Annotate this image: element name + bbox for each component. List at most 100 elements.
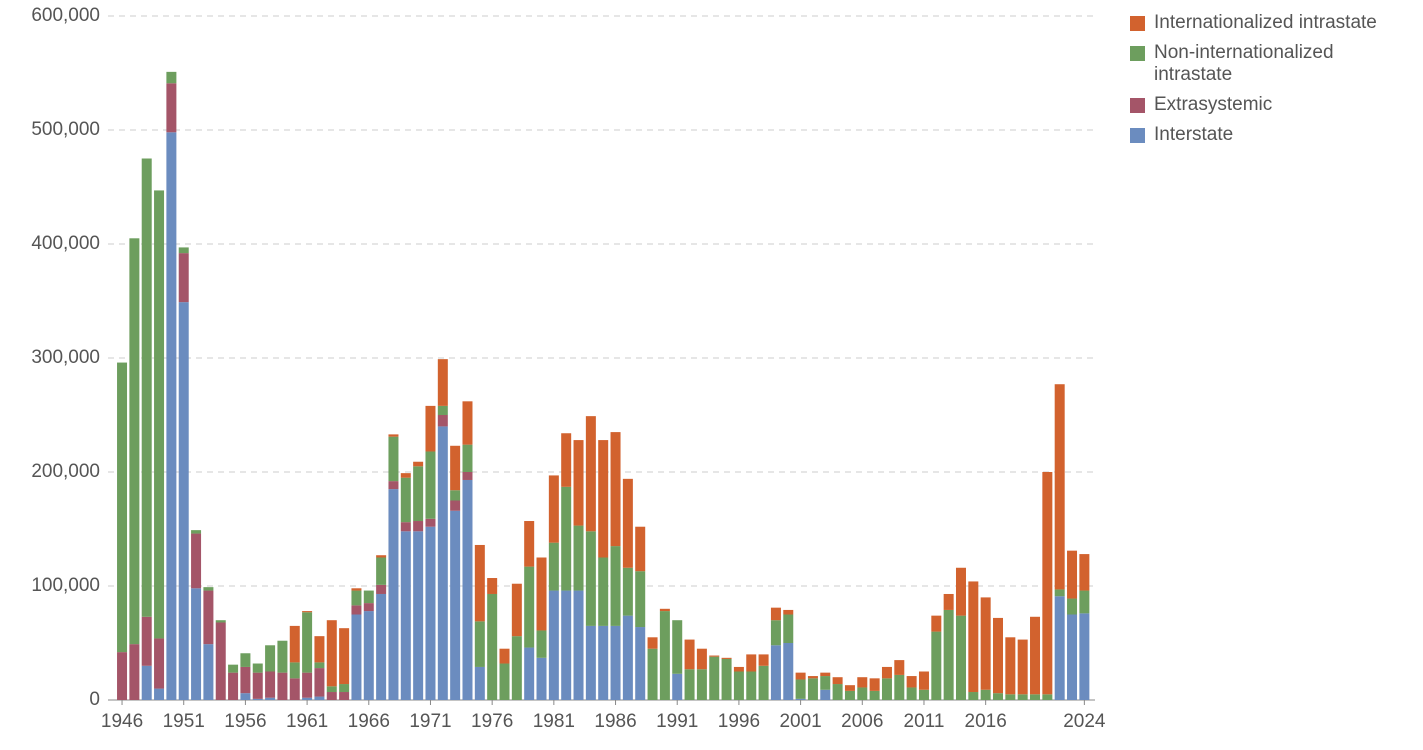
- x-tick-label: 1976: [471, 711, 513, 732]
- legend-label: Extrasystemic: [1154, 94, 1273, 115]
- bar-segment: [524, 521, 535, 567]
- bar-segment: [203, 644, 214, 700]
- bar-segment: [894, 674, 905, 700]
- bar-segment: [585, 625, 596, 700]
- bar-segment: [363, 611, 374, 700]
- bar-segment: [524, 647, 535, 700]
- bar-segment: [178, 253, 189, 303]
- bar-segment: [524, 566, 535, 648]
- bar-segment: [339, 628, 350, 685]
- x-tick-label: 1986: [594, 711, 636, 732]
- bar-segment: [795, 679, 806, 699]
- bar-segment: [1017, 639, 1028, 695]
- x-tick-label: 1991: [656, 711, 698, 732]
- bar-segment: [117, 362, 128, 653]
- bar-segment: [314, 668, 325, 697]
- bar-segment: [450, 500, 461, 511]
- bar-segment: [881, 678, 892, 700]
- bar-segment: [561, 486, 572, 591]
- bar-segment: [450, 490, 461, 501]
- bar-segment: [1079, 590, 1090, 614]
- bar-segment: [425, 451, 436, 519]
- bar-segment: [302, 612, 313, 673]
- bar-segment: [154, 190, 165, 639]
- bar-segment: [289, 625, 300, 663]
- bar-segment: [511, 636, 522, 700]
- bar-segment: [1067, 598, 1078, 615]
- y-tick-label: 200,000: [31, 461, 100, 482]
- bar-segment: [265, 645, 276, 672]
- bar-segment: [363, 590, 374, 604]
- bar-segment: [252, 672, 263, 699]
- bar-segment: [400, 522, 411, 532]
- bar-segment: [918, 689, 929, 700]
- bar-segment: [931, 615, 942, 632]
- bar-segment: [178, 302, 189, 700]
- bar-segment: [622, 615, 633, 700]
- bar-segment: [376, 593, 387, 700]
- bar-segment: [462, 444, 473, 472]
- bar-segment: [302, 697, 313, 700]
- bar-segment: [400, 477, 411, 523]
- bar-segment: [585, 416, 596, 532]
- chart: 0 100,000 200,000 300,000 400,000 500,000 600,…: [31, 5, 1106, 732]
- bar-segment: [943, 593, 954, 610]
- legend-label: Internationalized intrastate: [1154, 12, 1377, 33]
- bar-segment: [178, 247, 189, 254]
- bar-segment: [277, 672, 288, 700]
- x-tick-label: 1966: [348, 711, 390, 732]
- bar-segment: [499, 663, 510, 700]
- x-tick-label: 1951: [163, 711, 205, 732]
- x-tick-label: 2024: [1063, 711, 1106, 732]
- bar-segment: [820, 689, 831, 700]
- bar-segment: [117, 652, 128, 700]
- bar-segment: [721, 657, 732, 659]
- x-tick-label: 1946: [101, 711, 143, 732]
- bar-segment: [1042, 694, 1053, 700]
- bar-segment: [474, 544, 485, 622]
- bar-segment: [721, 658, 732, 700]
- bar-segment: [869, 678, 880, 691]
- bar-segment: [413, 531, 424, 700]
- bar-segment: [351, 614, 362, 700]
- bar-segment: [462, 401, 473, 445]
- bar-segment: [696, 648, 707, 670]
- bar-segment: [980, 597, 991, 690]
- bar-segment: [857, 677, 868, 688]
- bar-segment: [487, 578, 498, 594]
- bar-segment: [166, 83, 177, 133]
- legend-label: Non-internationalized intrastate: [1154, 42, 1334, 85]
- bar-segment: [277, 640, 288, 673]
- y-tick-label: 400,000: [31, 233, 100, 254]
- bar-segment: [857, 687, 868, 700]
- bar-segment: [758, 665, 769, 700]
- bar-segment: [807, 678, 818, 700]
- bar-segment: [622, 567, 633, 616]
- y-tick-label: 600,000: [31, 5, 100, 26]
- bar-segment: [474, 666, 485, 700]
- bar-segment: [141, 616, 152, 666]
- bar-segment: [265, 671, 276, 698]
- bar-segment: [474, 621, 485, 667]
- bar-segment: [906, 676, 917, 688]
- bar-segment: [326, 620, 337, 687]
- bar-segment: [339, 692, 350, 700]
- bar-segment: [598, 625, 609, 700]
- bar-segment: [388, 434, 399, 437]
- bar-segment: [314, 696, 325, 700]
- x-tick-label: 1961: [286, 711, 328, 732]
- bar-segment: [783, 609, 794, 615]
- bar-segment: [511, 583, 522, 637]
- bar-segment: [635, 526, 646, 572]
- bar-segment: [314, 636, 325, 663]
- bar-segment: [1079, 554, 1090, 591]
- x-tick-label: 2001: [779, 711, 821, 732]
- bar-segment: [536, 630, 547, 658]
- legend-swatch: [1130, 46, 1145, 61]
- bar-segment: [684, 669, 695, 700]
- bar-segment: [154, 638, 165, 689]
- bar-segment: [931, 631, 942, 700]
- bar-segment: [141, 665, 152, 700]
- bar-segment: [918, 671, 929, 690]
- bar-segment: [450, 445, 461, 491]
